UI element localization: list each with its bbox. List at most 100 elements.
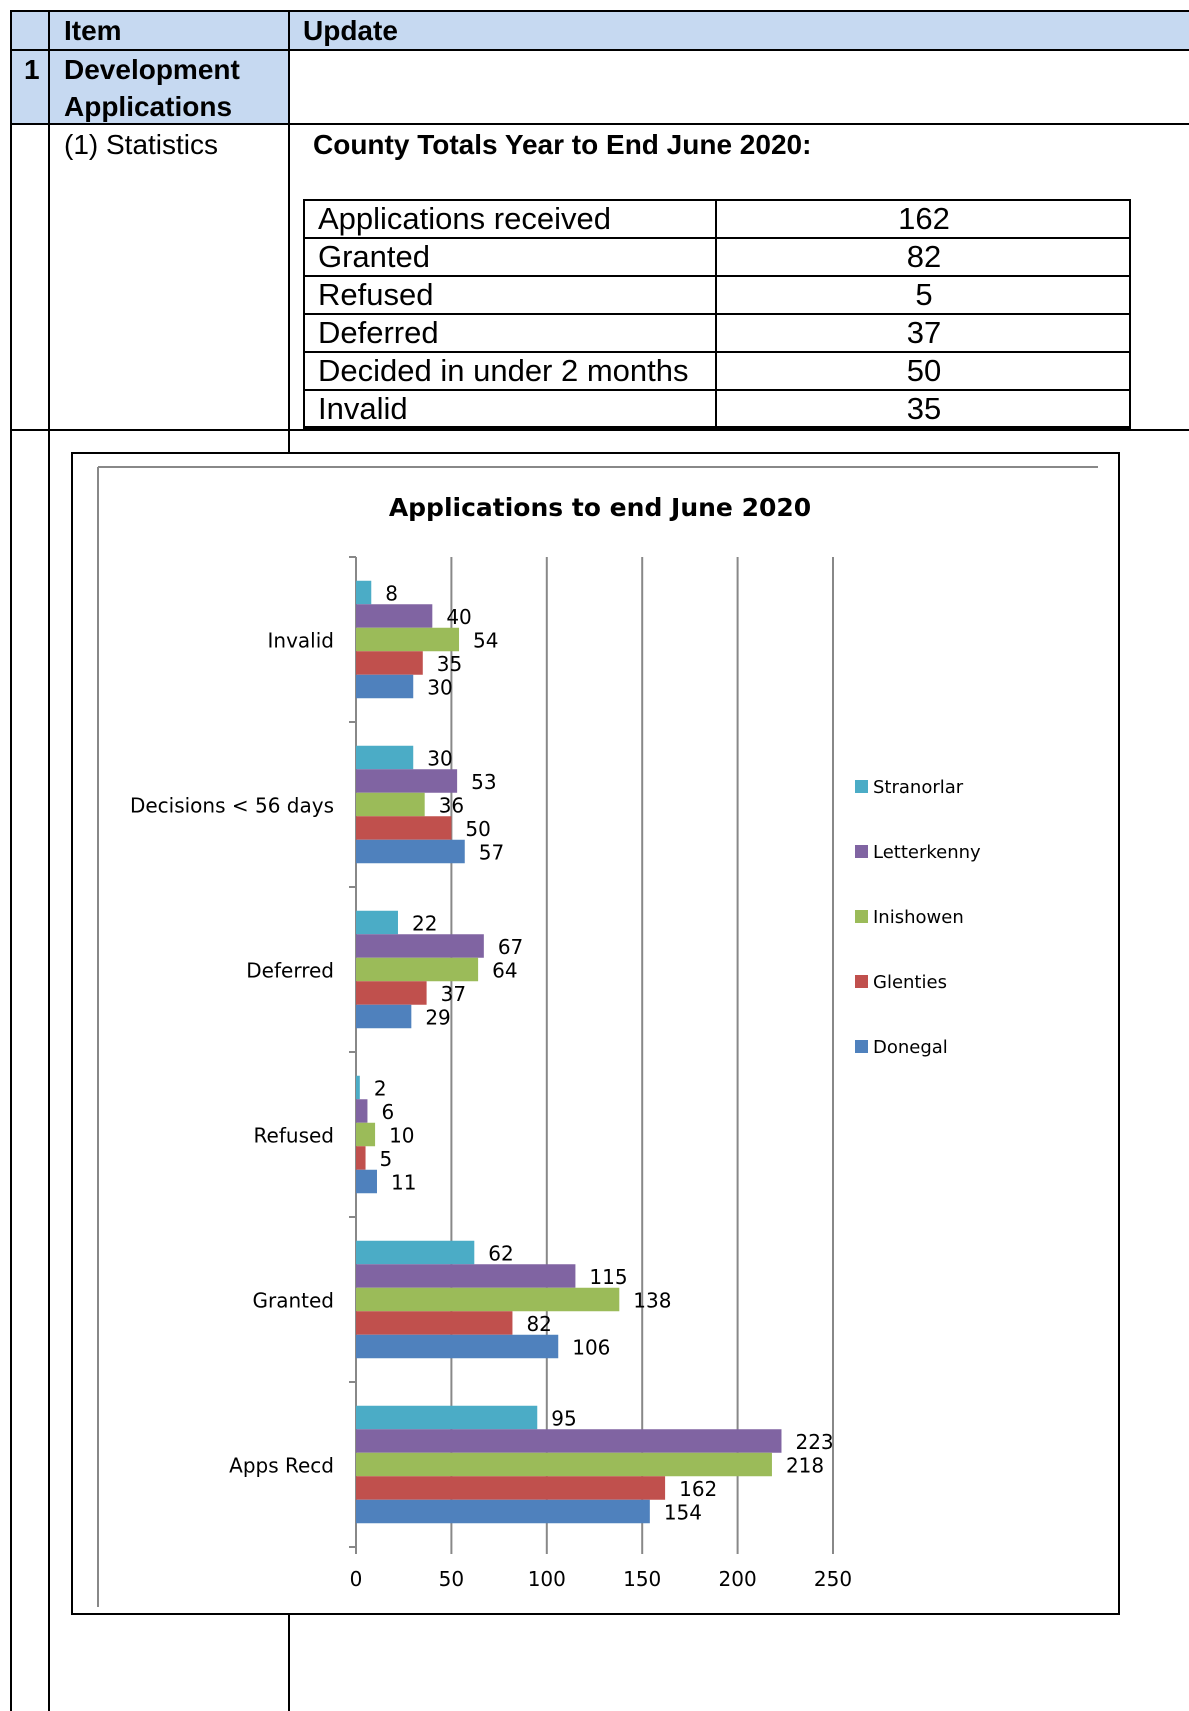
data-label: 115 <box>589 1265 627 1289</box>
legend-swatch <box>855 975 868 988</box>
data-label: 11 <box>391 1170 416 1194</box>
data-label: 54 <box>473 628 498 652</box>
data-label: 8 <box>385 581 398 605</box>
x-tick-label: 100 <box>528 1567 566 1591</box>
bar <box>356 1405 538 1430</box>
category-label: Apps Recd <box>229 1454 334 1478</box>
legend-label: Stranorlar <box>873 777 964 798</box>
stat-value-granted: 82 <box>906 239 942 274</box>
header-bottom-border <box>11 49 1189 51</box>
row1-item-line2: Applications <box>64 91 233 122</box>
bar <box>356 816 452 840</box>
bar <box>356 1287 620 1312</box>
legend-label: Inishowen <box>873 907 964 928</box>
row2-item: (1) Statistics <box>64 129 219 160</box>
row1-item-background <box>11 50 289 124</box>
data-label: 6 <box>381 1100 394 1124</box>
data-label: 37 <box>441 982 466 1006</box>
data-label: 218 <box>786 1453 824 1477</box>
x-tick-label: 0 <box>350 1567 363 1591</box>
row2-bottom-border <box>11 429 1189 431</box>
x-tick-label: 200 <box>719 1567 757 1591</box>
row1-number: 1 <box>24 54 40 85</box>
bar <box>356 769 458 793</box>
data-label: 53 <box>471 770 496 794</box>
bar <box>356 839 465 864</box>
data-label: 30 <box>427 746 452 770</box>
bar <box>356 604 433 628</box>
bar <box>356 957 479 982</box>
stat-label-granted: Granted <box>318 239 431 274</box>
table-top-border <box>11 10 1189 12</box>
bar <box>356 580 372 605</box>
bar <box>356 1476 666 1500</box>
data-label: 50 <box>465 817 490 841</box>
bar <box>356 651 423 675</box>
bar <box>356 674 414 699</box>
stat-label-applications-received: Applications received <box>318 201 611 236</box>
data-label: 40 <box>446 605 471 629</box>
bar <box>356 1499 650 1524</box>
stat-label-decided-under-2-months: Decided in under 2 months <box>318 353 689 388</box>
stat-value-decided-under-2-months: 50 <box>906 353 942 388</box>
category-label: Granted <box>253 1289 335 1313</box>
bar <box>356 1240 475 1265</box>
county-totals-heading: County Totals Year to End June 2020: <box>313 129 812 160</box>
row1-item-line1: Development <box>64 54 240 85</box>
data-label: 223 <box>795 1430 833 1454</box>
legend-label: Glenties <box>873 972 947 993</box>
data-label: 95 <box>551 1406 576 1430</box>
bar <box>356 792 425 817</box>
row1-bottom-border <box>11 123 1189 125</box>
data-label: 138 <box>633 1288 671 1312</box>
data-label: 29 <box>425 1005 450 1029</box>
legend-swatch <box>855 1040 868 1053</box>
bar <box>356 934 484 958</box>
data-label: 154 <box>664 1500 702 1524</box>
legend-swatch <box>855 780 868 793</box>
bar <box>356 1122 376 1147</box>
data-label: 36 <box>439 793 464 817</box>
legend-swatch <box>855 910 868 923</box>
category-label: Deferred <box>246 959 334 983</box>
header-row-background <box>11 11 1189 50</box>
data-label: 57 <box>479 840 504 864</box>
applications-bar-chart: Applications to end June 2020 0 50 100 150 2… <box>97 466 1098 1607</box>
bar <box>356 1004 412 1029</box>
bar <box>356 1169 377 1194</box>
bar <box>356 1099 368 1123</box>
county-totals-table: Applications received 162 Granted 82 Ref… <box>303 199 1131 430</box>
data-label: 162 <box>679 1477 717 1501</box>
bar <box>356 1334 559 1359</box>
bar <box>356 1452 772 1477</box>
data-label: 64 <box>492 958 517 982</box>
data-label: 30 <box>427 675 452 699</box>
legend-swatch <box>855 845 868 858</box>
bar <box>356 1146 366 1170</box>
bar <box>356 627 460 652</box>
category-label: Refused <box>254 1124 334 1148</box>
legend-label: Letterkenny <box>873 842 981 863</box>
stat-value-deferred: 37 <box>906 315 942 350</box>
stat-value-refused: 5 <box>915 277 933 312</box>
data-label: 62 <box>488 1241 513 1265</box>
stat-label-deferred: Deferred <box>318 315 439 350</box>
bar <box>356 1264 576 1288</box>
table-left-border <box>10 10 12 1711</box>
data-label: 82 <box>526 1312 551 1336</box>
bar <box>356 1311 513 1335</box>
stat-label-invalid: Invalid <box>318 391 408 426</box>
bar <box>356 745 414 770</box>
data-label: 2 <box>374 1076 387 1100</box>
bar <box>356 910 398 935</box>
x-tick-label: 150 <box>623 1567 661 1591</box>
data-label: 35 <box>437 652 462 676</box>
item-column-border-bottom <box>288 1613 290 1711</box>
chart-title: Applications to end June 2020 <box>389 493 811 522</box>
legend-label: Donegal <box>873 1037 948 1058</box>
category-label: Decisions < 56 days <box>130 794 334 818</box>
x-tick-label: 50 <box>439 1567 464 1591</box>
bar <box>356 1429 782 1453</box>
stat-value-applications-received: 162 <box>898 201 950 236</box>
header-update: Update <box>303 15 398 46</box>
